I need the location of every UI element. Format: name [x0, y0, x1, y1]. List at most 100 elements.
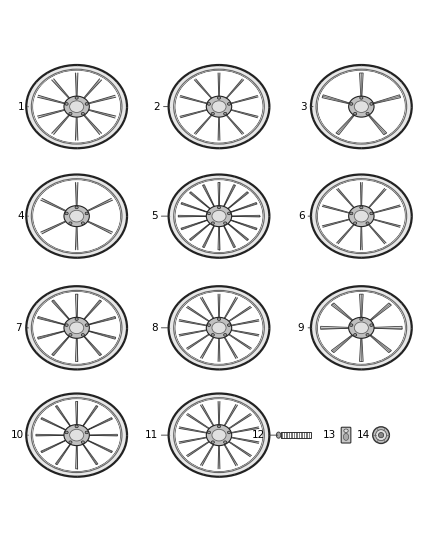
Polygon shape: [360, 182, 362, 208]
Polygon shape: [228, 215, 260, 217]
Polygon shape: [225, 221, 248, 240]
Polygon shape: [41, 198, 69, 213]
Polygon shape: [223, 335, 237, 359]
Polygon shape: [52, 300, 71, 322]
Text: 7: 7: [15, 323, 22, 333]
Ellipse shape: [64, 425, 89, 446]
Ellipse shape: [69, 112, 72, 115]
Polygon shape: [202, 185, 216, 209]
Ellipse shape: [311, 286, 412, 369]
Ellipse shape: [354, 211, 368, 222]
Polygon shape: [75, 224, 78, 250]
Polygon shape: [36, 434, 67, 436]
Ellipse shape: [360, 206, 363, 209]
Ellipse shape: [70, 429, 84, 441]
Ellipse shape: [350, 212, 353, 215]
Polygon shape: [227, 203, 257, 213]
Polygon shape: [85, 198, 113, 213]
Ellipse shape: [64, 206, 89, 227]
Ellipse shape: [31, 290, 122, 365]
Polygon shape: [180, 109, 210, 118]
Ellipse shape: [207, 431, 211, 434]
Ellipse shape: [212, 322, 226, 334]
Ellipse shape: [33, 292, 120, 364]
Ellipse shape: [81, 112, 85, 115]
Polygon shape: [223, 297, 237, 321]
Ellipse shape: [311, 65, 412, 148]
Ellipse shape: [81, 441, 85, 443]
Polygon shape: [322, 219, 353, 227]
Ellipse shape: [370, 212, 373, 215]
Polygon shape: [201, 297, 215, 321]
Ellipse shape: [217, 425, 221, 427]
Polygon shape: [218, 335, 220, 361]
Polygon shape: [190, 192, 213, 211]
Ellipse shape: [211, 112, 214, 115]
Ellipse shape: [224, 441, 227, 443]
Polygon shape: [181, 203, 211, 213]
Ellipse shape: [211, 441, 214, 443]
Ellipse shape: [366, 112, 369, 115]
Ellipse shape: [318, 70, 405, 143]
Ellipse shape: [65, 431, 68, 434]
Ellipse shape: [224, 334, 227, 336]
Ellipse shape: [212, 211, 226, 222]
Ellipse shape: [353, 112, 357, 115]
Polygon shape: [82, 300, 102, 322]
Ellipse shape: [344, 429, 348, 432]
Ellipse shape: [276, 432, 281, 438]
Ellipse shape: [316, 290, 406, 365]
Ellipse shape: [316, 179, 406, 254]
Ellipse shape: [175, 399, 263, 471]
Polygon shape: [179, 320, 210, 326]
Polygon shape: [201, 405, 215, 429]
Polygon shape: [222, 223, 236, 247]
Polygon shape: [75, 294, 78, 320]
Polygon shape: [75, 73, 78, 99]
Ellipse shape: [316, 69, 406, 144]
Polygon shape: [179, 329, 210, 336]
Ellipse shape: [173, 290, 265, 365]
Polygon shape: [228, 329, 259, 336]
Ellipse shape: [169, 174, 269, 258]
Ellipse shape: [33, 399, 120, 471]
Ellipse shape: [176, 180, 262, 252]
Ellipse shape: [311, 174, 412, 258]
Text: 9: 9: [298, 323, 304, 333]
Ellipse shape: [70, 211, 84, 222]
Ellipse shape: [217, 96, 221, 99]
Ellipse shape: [33, 399, 120, 471]
Text: 14: 14: [357, 430, 370, 440]
Text: 10: 10: [11, 430, 24, 440]
Polygon shape: [75, 114, 78, 140]
Ellipse shape: [26, 393, 127, 477]
Polygon shape: [76, 401, 78, 427]
Ellipse shape: [31, 398, 122, 473]
Ellipse shape: [206, 425, 232, 446]
Ellipse shape: [353, 334, 357, 336]
Ellipse shape: [26, 286, 127, 369]
Polygon shape: [201, 335, 215, 359]
Ellipse shape: [33, 292, 120, 364]
Polygon shape: [75, 182, 78, 208]
Text: 3: 3: [300, 102, 307, 111]
Ellipse shape: [211, 334, 214, 336]
Polygon shape: [38, 95, 68, 104]
Ellipse shape: [69, 334, 72, 336]
Polygon shape: [337, 189, 356, 210]
Ellipse shape: [227, 431, 231, 434]
Polygon shape: [179, 437, 210, 443]
Text: 8: 8: [151, 323, 158, 333]
Ellipse shape: [360, 318, 363, 320]
Polygon shape: [223, 442, 237, 466]
Ellipse shape: [175, 70, 263, 143]
Polygon shape: [370, 205, 400, 214]
Ellipse shape: [175, 180, 263, 252]
Ellipse shape: [206, 206, 232, 227]
Polygon shape: [370, 95, 401, 104]
Polygon shape: [370, 219, 400, 227]
Ellipse shape: [378, 432, 384, 438]
Ellipse shape: [207, 103, 211, 105]
Ellipse shape: [70, 101, 84, 112]
Polygon shape: [228, 320, 259, 326]
